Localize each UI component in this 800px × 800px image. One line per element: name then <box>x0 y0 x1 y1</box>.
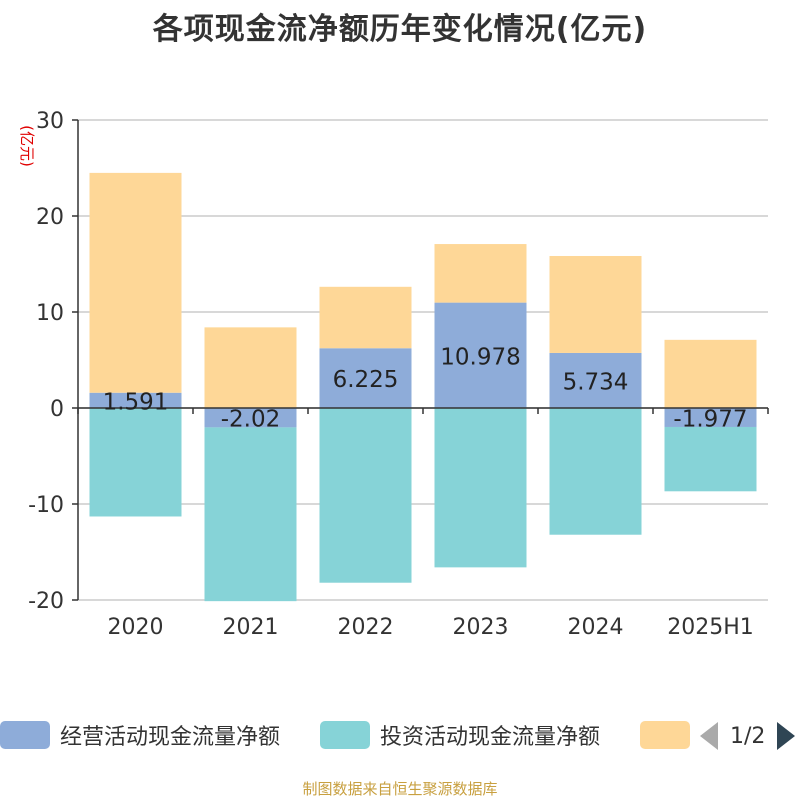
legend-pager: 1/2 <box>700 718 796 754</box>
x-tick-label-2021: 2021 <box>223 615 279 640</box>
bar-2024-series-0 <box>549 352 642 408</box>
page-indicator: 1/2 <box>730 723 766 749</box>
y-tick-label: -10 <box>28 493 64 518</box>
source-note: 制图数据来自恒生聚源数据库 <box>302 780 498 798</box>
y-tick-label: 20 <box>36 205 64 230</box>
bar-2021-series-0 <box>204 408 297 428</box>
y-tick-label: 10 <box>36 301 64 326</box>
bar-2022-series-1 <box>319 408 412 583</box>
y-axis-label: (亿元) <box>18 125 36 167</box>
legend-label-operating: 经营活动现金流量净额 <box>60 725 281 750</box>
legend: 经营活动现金流量净额 投资活动现金流量净额 1/2 <box>0 716 800 756</box>
bar-2023-series-2 <box>434 244 527 303</box>
chart-plot: -20 -10 0 10 20 30(亿元) 1.591 -2.02 6.225 10.978 5.… <box>18 109 769 640</box>
y-tick-label: 0 <box>50 397 64 422</box>
legend-item-operating[interactable]: 经营活动现金流量净额 <box>0 720 280 750</box>
chart-title: 各项现金流净额历年变化情况(亿元) <box>152 12 648 47</box>
legend-label-investing: 投资活动现金流量净额 <box>380 725 601 750</box>
x-tick-label-2022: 2022 <box>338 615 394 640</box>
bar-2025H1-series-0 <box>664 408 757 427</box>
bar-2020-series-2 <box>89 172 182 393</box>
legend-item-investing[interactable]: 投资活动现金流量净额 <box>320 720 600 750</box>
bar-2024-series-2 <box>549 255 642 353</box>
data-label-2020: 1.591 <box>103 389 169 415</box>
bar-2025H1-series-1 <box>664 426 757 492</box>
bar-2022-series-2 <box>319 286 412 349</box>
legend-swatch-financing <box>640 721 690 749</box>
legend-swatch-operating <box>0 721 50 749</box>
bar-2020-series-1 <box>89 408 182 517</box>
bar-2023-series-0 <box>434 302 527 408</box>
data-label-2023: 10.978 <box>440 344 520 370</box>
data-label-2022: 6.225 <box>333 367 399 393</box>
bar-2025H1-series-2 <box>664 339 757 408</box>
next-page-icon[interactable] <box>777 722 796 750</box>
legend-swatch-investing <box>320 721 370 749</box>
y-tick-label: 30 <box>36 109 64 134</box>
data-label-2021: -2.02 <box>221 407 281 433</box>
x-tick-label-2025H1: 2025H1 <box>667 615 754 640</box>
legend-item-financing[interactable] <box>640 720 690 750</box>
prev-page-icon[interactable] <box>700 722 718 750</box>
x-tick-label-2024: 2024 <box>568 615 624 640</box>
data-label-2025H1: -1.977 <box>673 406 747 432</box>
x-tick-label-2020: 2020 <box>108 615 164 640</box>
bar-2024-series-1 <box>549 408 642 535</box>
bar-2023-series-1 <box>434 408 527 568</box>
bar-2022-series-0 <box>319 348 412 408</box>
bar-2020-series-0 <box>89 392 182 408</box>
x-tick-label-2023: 2023 <box>453 615 509 640</box>
bar-2021-series-1 <box>204 427 297 602</box>
data-label-2024: 5.734 <box>563 369 629 395</box>
y-tick-label: -20 <box>28 589 64 614</box>
bar-2021-series-2 <box>204 327 297 408</box>
